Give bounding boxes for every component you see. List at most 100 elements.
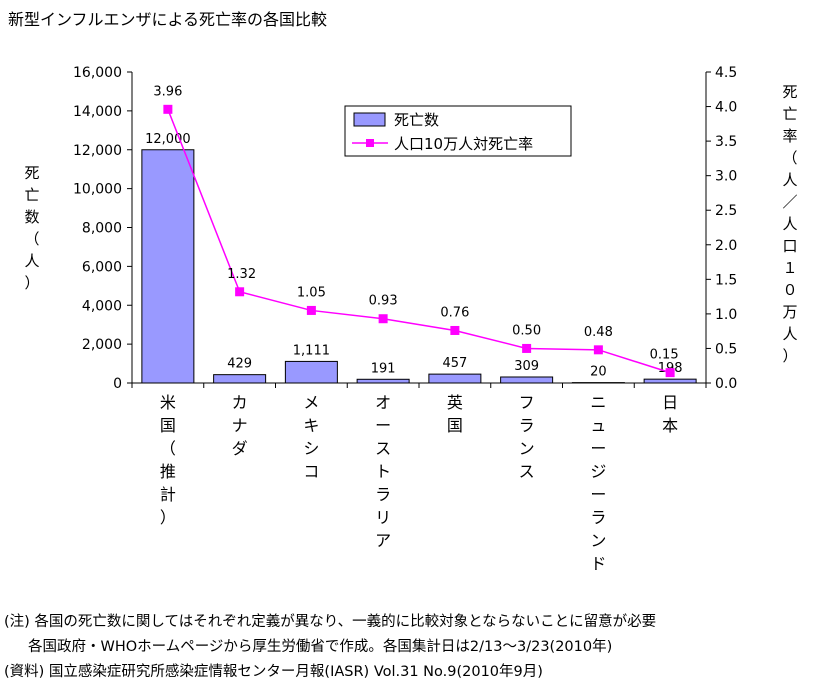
y-right-tick-label: 0.5 <box>715 341 737 357</box>
y-right-tick-label: 4.5 <box>715 65 737 81</box>
category-label-char: シ <box>303 439 319 458</box>
rate-marker <box>235 287 245 297</box>
rate-marker <box>665 368 675 378</box>
bar <box>213 374 267 384</box>
y-right-tick-label: 3.5 <box>715 134 737 150</box>
category-label-char: ス <box>375 439 391 458</box>
note-line-2: 各国政府・WHOホームページから厚生労働省で作成。各国集計日は2/13〜3/23… <box>28 639 613 655</box>
y-left-tick-label: 0 <box>113 376 122 392</box>
y-right-axis-title-char: ／ <box>782 193 797 211</box>
category-label-char: ト <box>375 462 391 481</box>
category-label-char: ラ <box>590 508 606 527</box>
y-right-tick-label: 3.0 <box>715 169 737 185</box>
category-label-char: ー <box>590 439 606 458</box>
category-label-char: ニ <box>590 393 606 412</box>
bar-data-label: 12,000 <box>145 132 191 147</box>
y-right-axis-title-char: 口 <box>782 237 797 255</box>
rate-line <box>167 109 671 374</box>
category-label-char: （ <box>160 439 176 458</box>
y-left-tick-label: 2,000 <box>82 337 122 353</box>
category-label-char: ン <box>590 531 606 550</box>
bar-data-label: 309 <box>514 359 539 374</box>
rate-marker <box>306 305 316 315</box>
y-right-axis-title-char: 万 <box>782 303 797 321</box>
category-label-char: 日 <box>662 393 678 412</box>
y-left-tick-label: 14,000 <box>73 104 122 120</box>
rate-data-label: 1.05 <box>297 285 326 300</box>
bar-data-label: 1,111 <box>293 343 330 358</box>
rate-data-label: 1.32 <box>227 267 256 282</box>
chart-title: 新型インフルエンザによる死亡率の各国比較 <box>8 10 328 29</box>
rate-data-label: 0.15 <box>650 348 679 363</box>
y-left-axis-title-char: （ <box>24 230 39 248</box>
category-label-char: 本 <box>662 416 678 435</box>
bar-data-label: 20 <box>590 365 607 380</box>
bar-data-label: 191 <box>371 361 396 376</box>
bar <box>284 360 338 384</box>
rate-data-label: 0.93 <box>369 294 398 309</box>
category-label-char: ー <box>375 416 391 435</box>
y-right-tick-label: 2.0 <box>715 238 737 254</box>
rate-marker <box>378 314 388 324</box>
bar <box>141 149 195 384</box>
rate-marker <box>450 325 460 335</box>
bar-data-label: 457 <box>442 356 467 371</box>
bar <box>500 376 554 384</box>
legend-bar-label: 死亡数 <box>394 111 439 129</box>
category-label-char: カ <box>232 393 248 412</box>
y-right-axis-title-char: ０ <box>782 281 797 299</box>
y-left-tick-label: 8,000 <box>82 221 122 237</box>
category-label-char: キ <box>303 416 319 435</box>
category-label-char: リ <box>375 508 391 527</box>
bar <box>428 373 482 384</box>
category-label-char: ナ <box>232 416 248 435</box>
y-right-axis-title-char: １ <box>782 259 797 277</box>
y-left-axis-title-char: ） <box>24 274 39 292</box>
bar-data-label: 429 <box>227 357 252 372</box>
category-label-char: ア <box>375 531 391 550</box>
category-label-char: オ <box>375 393 391 412</box>
rate-marker <box>163 104 173 114</box>
bar <box>643 378 697 384</box>
note-line-3: (資料) 国立感染症研究所感染症情報センター月報(IASR) Vol.31 No… <box>4 664 543 680</box>
y-right-axis-title-char: 人 <box>782 325 797 343</box>
rate-marker <box>593 345 603 355</box>
category-label-char: ス <box>519 462 535 481</box>
legend-line-marker <box>366 139 374 147</box>
y-right-tick-label: 0.0 <box>715 376 737 392</box>
rate-data-label: 3.96 <box>153 84 182 99</box>
category-label-char: 英 <box>447 393 463 412</box>
y-left-axis-title-char: 死 <box>24 164 39 182</box>
category-label-char: ジ <box>590 462 606 481</box>
category-label-char: ン <box>519 439 535 458</box>
y-right-axis-title-char: 亡 <box>782 105 797 123</box>
y-left-axis-title-char: 数 <box>24 208 39 226</box>
category-label-char: ラ <box>519 416 535 435</box>
y-left-tick-label: 12,000 <box>73 143 122 159</box>
category-label-char: コ <box>303 462 319 481</box>
category-label-char: ） <box>160 508 176 527</box>
category-label-char: 国 <box>160 416 176 435</box>
category-label-char: 米 <box>160 393 176 412</box>
legend-line-label: 人口10万人対死亡率 <box>394 135 533 153</box>
y-right-axis-title-char: ） <box>782 347 797 365</box>
y-left-tick-label: 10,000 <box>73 182 122 198</box>
y-right-tick-label: 4.0 <box>715 100 737 116</box>
y-right-axis-title-char: 人 <box>782 215 797 233</box>
category-label-char: ラ <box>375 485 391 504</box>
y-left-tick-label: 16,000 <box>73 65 122 81</box>
y-right-tick-label: 2.5 <box>715 203 737 219</box>
category-label-char: 計 <box>160 485 176 504</box>
category-label-char: ー <box>590 485 606 504</box>
y-right-axis-title-char: 死 <box>782 83 797 101</box>
rate-marker <box>522 343 532 353</box>
category-label-char: メ <box>303 393 319 412</box>
rate-data-label: 0.48 <box>584 325 613 340</box>
category-label-char: フ <box>519 393 535 412</box>
bar <box>356 378 410 384</box>
y-left-tick-label: 6,000 <box>82 259 122 275</box>
category-label-char: 国 <box>447 416 463 435</box>
rate-data-label: 0.76 <box>440 305 469 320</box>
y-right-axis-title-char: 率 <box>782 127 797 145</box>
